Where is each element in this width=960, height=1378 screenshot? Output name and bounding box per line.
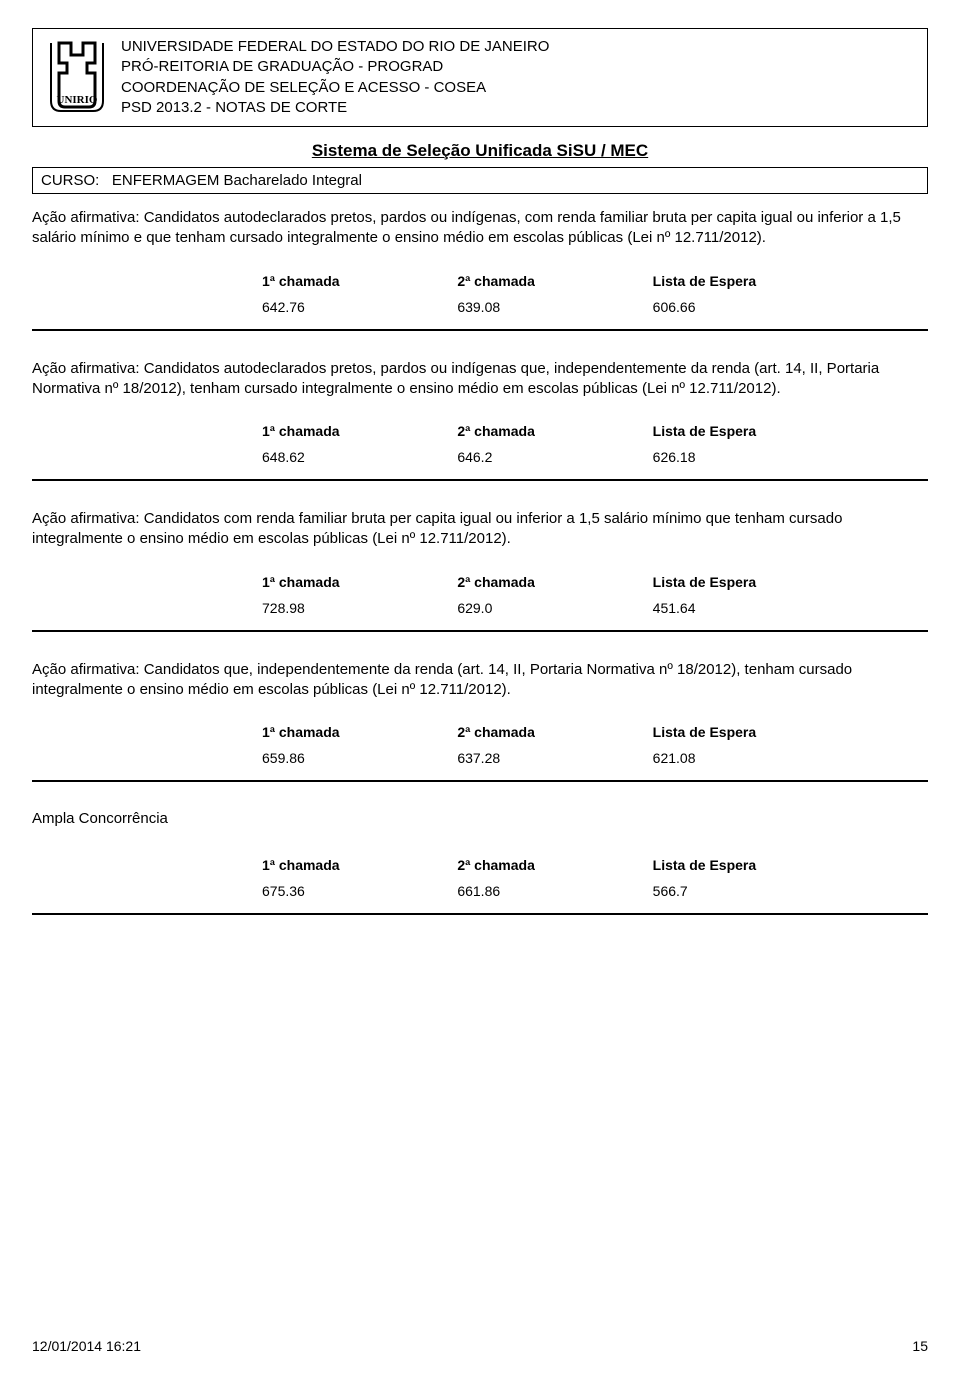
score-value: 659.86 bbox=[262, 750, 457, 780]
score-value: 661.86 bbox=[457, 883, 652, 913]
score-value: 642.76 bbox=[262, 299, 457, 329]
col-header-3: Lista de Espera bbox=[653, 419, 848, 449]
col-header-3: Lista de Espera bbox=[653, 269, 848, 299]
section-2: Ação afirmativa: Candidatos autodeclarad… bbox=[32, 359, 928, 482]
logo: UNIRIO bbox=[41, 35, 121, 120]
page-footer: 12/01/2014 16:21 15 bbox=[32, 1338, 928, 1354]
col-header-2: 2ª chamada bbox=[457, 269, 652, 299]
col-header-2: 2ª chamada bbox=[457, 419, 652, 449]
score-table: 1ª chamada 2ª chamada Lista de Espera 64… bbox=[262, 269, 848, 329]
section-desc: Ação afirmativa: Candidatos autodeclarad… bbox=[32, 208, 928, 249]
section-desc: Ação afirmativa: Candidatos que, indepen… bbox=[32, 660, 928, 701]
score-value: 621.08 bbox=[653, 750, 848, 780]
section-3: Ação afirmativa: Candidatos com renda fa… bbox=[32, 509, 928, 632]
col-header-2: 2ª chamada bbox=[457, 853, 652, 883]
section-1: Ação afirmativa: Candidatos autodeclarad… bbox=[32, 208, 928, 331]
header-line-1: UNIVERSIDADE FEDERAL DO ESTADO DO RIO DE… bbox=[121, 37, 549, 57]
score-table: 1ª chamada 2ª chamada Lista de Espera 64… bbox=[262, 419, 848, 479]
header-line-4: PSD 2013.2 - NOTAS DE CORTE bbox=[121, 98, 549, 118]
col-header-3: Lista de Espera bbox=[653, 720, 848, 750]
score-value: 566.7 bbox=[653, 883, 848, 913]
col-header-1: 1ª chamada bbox=[262, 419, 457, 449]
score-table: 1ª chamada 2ª chamada Lista de Espera 65… bbox=[262, 720, 848, 780]
col-header-1: 1ª chamada bbox=[262, 853, 457, 883]
footer-page-number: 15 bbox=[912, 1338, 928, 1354]
score-value: 728.98 bbox=[262, 600, 457, 630]
course-prefix: CURSO: bbox=[41, 172, 99, 189]
score-value: 626.18 bbox=[653, 449, 848, 479]
score-value: 646.2 bbox=[457, 449, 652, 479]
col-header-1: 1ª chamada bbox=[262, 269, 457, 299]
col-header-2: 2ª chamada bbox=[457, 570, 652, 600]
section-4: Ação afirmativa: Candidatos que, indepen… bbox=[32, 660, 928, 783]
section-desc: Ação afirmativa: Candidatos autodeclarad… bbox=[32, 359, 928, 400]
score-value: 451.64 bbox=[653, 600, 848, 630]
score-table: 1ª chamada 2ª chamada Lista de Espera 72… bbox=[262, 570, 848, 630]
header-line-3: COORDENAÇÃO DE SELEÇÃO E ACESSO - COSEA bbox=[121, 78, 549, 98]
col-header-1: 1ª chamada bbox=[262, 720, 457, 750]
section-desc: Ação afirmativa: Candidatos com renda fa… bbox=[32, 509, 928, 550]
footer-timestamp: 12/01/2014 16:21 bbox=[32, 1338, 141, 1354]
score-value: 639.08 bbox=[457, 299, 652, 329]
col-header-2: 2ª chamada bbox=[457, 720, 652, 750]
score-value: 629.0 bbox=[457, 600, 652, 630]
header-line-2: PRÓ-REITORIA DE GRADUAÇÃO - PROGRAD bbox=[121, 57, 549, 77]
col-header-3: Lista de Espera bbox=[653, 570, 848, 600]
score-value: 637.28 bbox=[457, 750, 652, 780]
score-value: 675.36 bbox=[262, 883, 457, 913]
col-header-1: 1ª chamada bbox=[262, 570, 457, 600]
col-header-3: Lista de Espera bbox=[653, 853, 848, 883]
unirio-logo-icon: UNIRIO bbox=[41, 35, 113, 115]
score-table: 1ª chamada 2ª chamada Lista de Espera 67… bbox=[262, 853, 848, 913]
svg-text:UNIRIO: UNIRIO bbox=[57, 94, 98, 106]
main-title: Sistema de Seleção Unificada SiSU / MEC bbox=[32, 141, 928, 161]
course-name: ENFERMAGEM Bacharelado Integral bbox=[112, 172, 362, 189]
course-box: CURSO: ENFERMAGEM Bacharelado Integral bbox=[32, 167, 928, 194]
score-value: 648.62 bbox=[262, 449, 457, 479]
score-value: 606.66 bbox=[653, 299, 848, 329]
ampla-label: Ampla Concorrência bbox=[32, 810, 928, 827]
document-header: UNIRIO UNIVERSIDADE FEDERAL DO ESTADO DO… bbox=[32, 28, 928, 127]
section-ampla: Ampla Concorrência 1ª chamada 2ª chamada… bbox=[32, 810, 928, 915]
